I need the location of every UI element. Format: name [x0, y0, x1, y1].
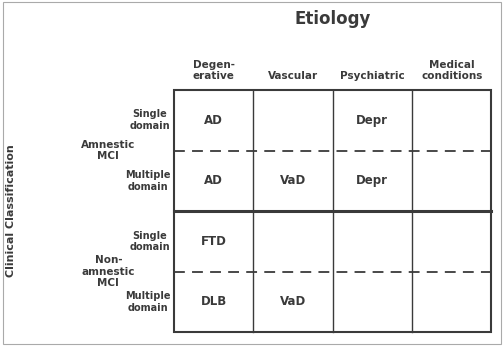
- Bar: [253, 90, 333, 151]
- Bar: [412, 211, 491, 272]
- Text: AD: AD: [204, 114, 223, 127]
- Text: Depr: Depr: [356, 114, 388, 127]
- Text: Multiple
domain: Multiple domain: [125, 170, 170, 192]
- Bar: [253, 151, 333, 211]
- Text: Amnestic
MCI: Amnestic MCI: [81, 140, 136, 161]
- Bar: [253, 211, 333, 272]
- Text: Etiology: Etiology: [294, 10, 371, 28]
- Bar: [333, 151, 412, 211]
- Text: Clinical Classification: Clinical Classification: [6, 145, 16, 277]
- Text: VaD: VaD: [280, 295, 306, 308]
- Bar: [333, 272, 412, 332]
- Bar: [412, 272, 491, 332]
- Text: Non-
amnestic
MCI: Non- amnestic MCI: [82, 255, 135, 288]
- Text: Degen-
erative: Degen- erative: [193, 60, 234, 81]
- Text: Single
domain: Single domain: [130, 109, 170, 131]
- Bar: [412, 151, 491, 211]
- Text: Single
domain: Single domain: [130, 230, 170, 252]
- Text: FTD: FTD: [201, 235, 226, 248]
- Text: AD: AD: [204, 174, 223, 187]
- Text: Medical
conditions: Medical conditions: [421, 60, 482, 81]
- Bar: [333, 211, 412, 272]
- Bar: [174, 90, 253, 151]
- Text: Vascular: Vascular: [268, 71, 318, 81]
- Text: Psychiatric: Psychiatric: [340, 71, 405, 81]
- Text: VaD: VaD: [280, 174, 306, 187]
- Bar: [174, 211, 253, 272]
- Text: DLB: DLB: [201, 295, 227, 308]
- Bar: [174, 151, 253, 211]
- Text: Depr: Depr: [356, 174, 388, 187]
- Bar: [253, 272, 333, 332]
- Bar: [174, 272, 253, 332]
- Bar: [333, 90, 412, 151]
- Text: Multiple
domain: Multiple domain: [125, 291, 170, 313]
- Bar: [412, 90, 491, 151]
- Bar: [174, 90, 491, 332]
